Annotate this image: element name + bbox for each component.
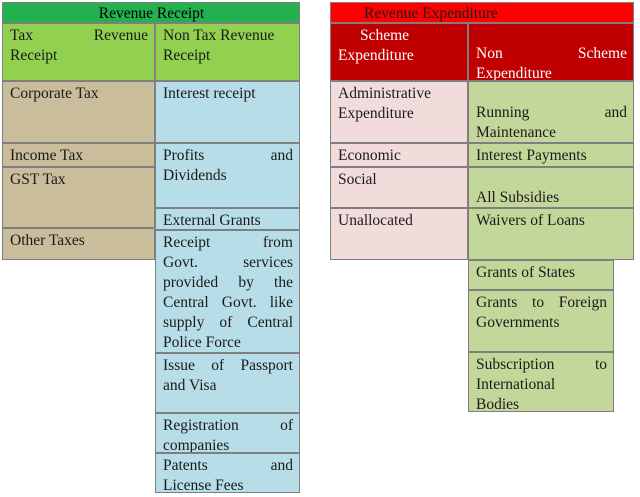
nontax-item-patents: Patents and License Fees [155,453,300,493]
nontax-item-external-grants: External Grants [155,208,300,230]
tax-item-gst: GST Tax [2,167,155,228]
expenditure-title: Revenue Expenditure [330,2,634,23]
nontax-item-interest: Interest receipt [155,81,300,143]
receipt-title: Revenue Receipt [2,2,300,23]
tax-item-corporate: Corporate Tax [2,81,155,143]
tax-item-income: Income Tax [2,143,155,167]
nonscheme-item-running: Running and Maintenance [468,81,634,143]
nonscheme-item-subsidies: All Subsidies [468,167,634,208]
nonscheme-item-grants-states: Grants of States [468,260,614,290]
nonscheme-item-waivers: Waivers of Loans [468,208,634,260]
nontax-item-passport: Issue of Passport and Visa [155,353,300,413]
tax-item-other: Other Taxes [2,228,155,260]
scheme-expenditure-header: Scheme Expenditure [330,23,468,81]
nontax-item-govt-services: Receipt from Govt. services provided by … [155,230,300,353]
nonscheme-item-interest-payments: Interest Payments [468,143,634,167]
nonscheme-item-grants-foreign: Grants to Foreign Governments [468,290,614,352]
tax-revenue-receipt-header: Tax Revenue Receipt [2,23,155,81]
non-tax-revenue-receipt-header: Non Tax Revenue Receipt [155,23,300,81]
nontax-item-profits: Profits and Dividends [155,143,300,208]
scheme-item-economic: Economic [330,143,468,167]
non-scheme-expenditure-header: Non Scheme Expenditure [468,23,634,81]
nonscheme-item-subscription: Subscription to International Bodies [468,352,614,412]
nontax-item-registration: Registration of companies [155,413,300,453]
scheme-item-unallocated: Unallocated [330,208,468,260]
scheme-item-administrative: Administrative Expenditure [330,81,468,143]
scheme-item-social: Social [330,167,468,208]
